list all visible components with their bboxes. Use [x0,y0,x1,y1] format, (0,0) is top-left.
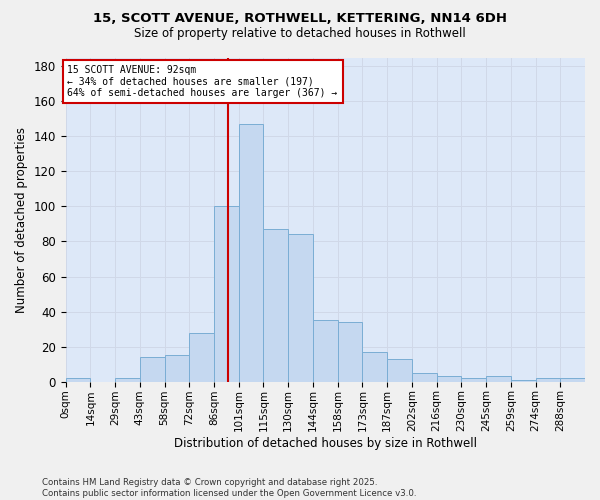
Bar [560,378,585,382]
Bar [288,234,313,382]
Bar [164,356,190,382]
Bar [140,357,164,382]
Bar [190,332,214,382]
Bar [239,124,263,382]
Text: 15, SCOTT AVENUE, ROTHWELL, KETTERING, NN14 6DH: 15, SCOTT AVENUE, ROTHWELL, KETTERING, N… [93,12,507,26]
Bar [362,352,387,382]
Bar [115,378,140,382]
Bar [338,322,362,382]
Bar [511,380,536,382]
Text: Size of property relative to detached houses in Rothwell: Size of property relative to detached ho… [134,28,466,40]
Text: Contains HM Land Registry data © Crown copyright and database right 2025.
Contai: Contains HM Land Registry data © Crown c… [42,478,416,498]
Y-axis label: Number of detached properties: Number of detached properties [15,126,28,312]
Bar [536,378,560,382]
Bar [214,206,239,382]
Bar [263,229,288,382]
Bar [313,320,338,382]
X-axis label: Distribution of detached houses by size in Rothwell: Distribution of detached houses by size … [174,437,477,450]
Bar [65,378,91,382]
Bar [412,373,437,382]
Text: 15 SCOTT AVENUE: 92sqm
← 34% of detached houses are smaller (197)
64% of semi-de: 15 SCOTT AVENUE: 92sqm ← 34% of detached… [67,64,338,98]
Bar [387,359,412,382]
Bar [486,376,511,382]
Bar [437,376,461,382]
Bar [461,378,486,382]
